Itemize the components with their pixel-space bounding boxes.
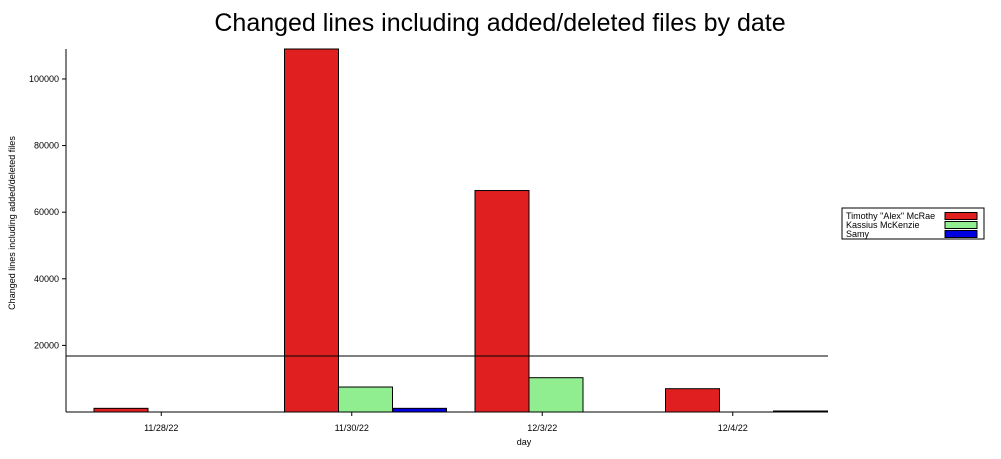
y-tick-label: 80000 — [34, 141, 59, 151]
legend-label: Kassius McKenzie — [846, 220, 920, 230]
x-tick-label: 11/28/22 — [144, 423, 178, 433]
bar-11/28/22-0 — [93, 407, 149, 413]
legend-label: Timothy "Alex" McRae — [846, 211, 935, 221]
x-tick-label: 11/30/22 — [335, 423, 369, 433]
x-tick-label: 12/4/22 — [718, 423, 748, 433]
bar-11/30/22-1 — [338, 386, 393, 413]
y-tick-label: 60000 — [34, 207, 59, 217]
legend-swatch — [944, 230, 978, 238]
legend-label: Samy — [846, 229, 870, 239]
y-tick-label: 40000 — [34, 274, 59, 284]
x-tick-label: 12/3/22 — [527, 423, 557, 433]
y-tick-label: 100000 — [29, 74, 59, 84]
legend-swatch — [944, 221, 978, 229]
bar-12/3/22-0 — [474, 190, 530, 413]
x-ticks-group: 11/28/22 11/30/22 12/3/22 12/4/22 — [144, 412, 748, 433]
legend-swatch — [944, 212, 978, 220]
chart-title: Changed lines including added/deleted fi… — [214, 9, 785, 37]
axes-group — [65, 49, 828, 413]
bar-12/3/22-1 — [528, 377, 584, 413]
bar-11/30/22-2 — [392, 407, 447, 413]
bars-group — [93, 48, 828, 413]
x-axis-label: day — [517, 437, 532, 447]
y-tick-label: 20000 — [34, 340, 59, 350]
bar-11/30/22-0 — [284, 48, 339, 413]
y-axis-label: Changed lines including added/deleted fi… — [7, 136, 17, 310]
bar-12/4/22-0 — [665, 388, 720, 413]
y-ticks-group: 20000 40000 60000 80000 100000 — [29, 74, 66, 350]
